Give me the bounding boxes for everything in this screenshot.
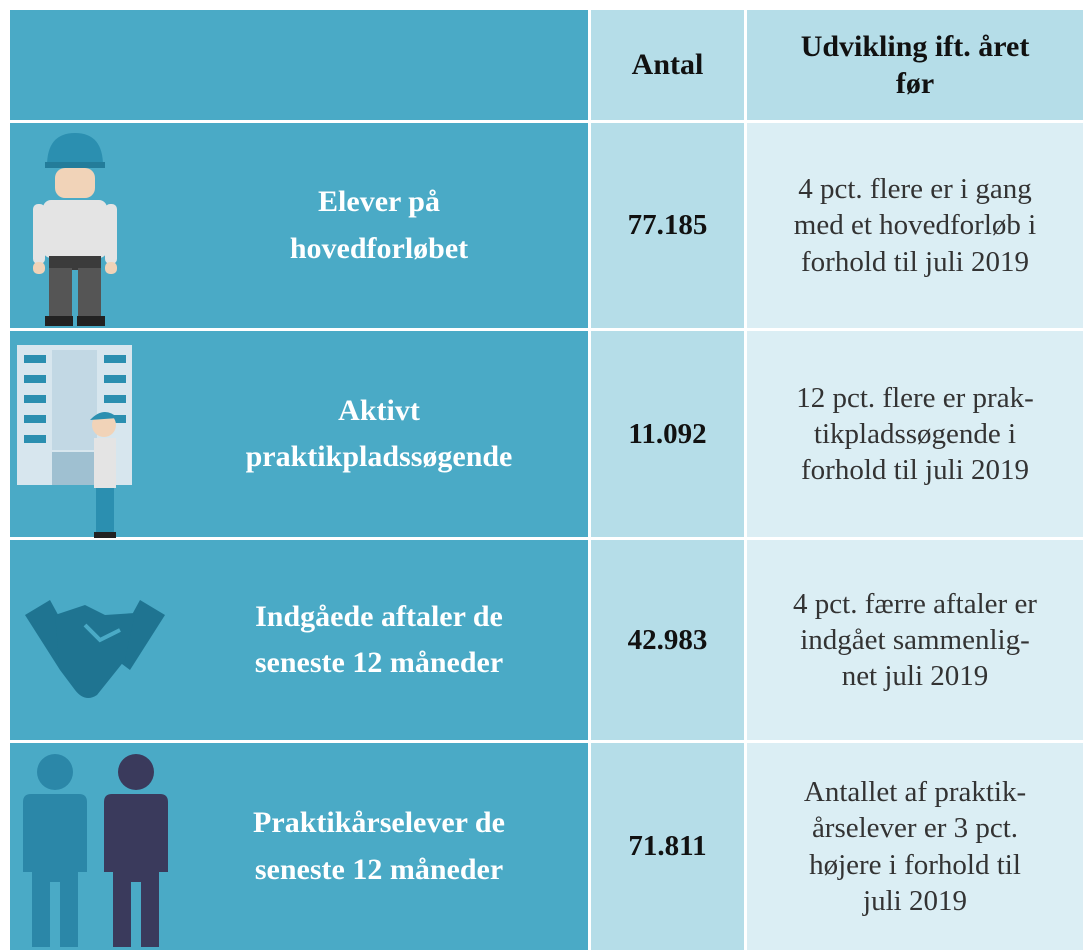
count-cell: 77.185: [591, 123, 744, 328]
row-label: Aktivt: [338, 393, 420, 427]
count-cell: 71.811: [591, 743, 744, 950]
change-text: forhold til juli 2019: [801, 454, 1029, 487]
change-text: tikpladssøgende i: [813, 417, 1017, 450]
header-text: Antal: [631, 48, 704, 82]
row-label: hovedforløbet: [289, 231, 469, 265]
row-label: seneste 12 måneder: [254, 852, 504, 886]
label-cell: Indgåede aftaler de seneste 12 måneder: [10, 540, 588, 740]
change-cell: Antallet af praktik-årselever er 3 pct. h…: [747, 743, 1083, 950]
change-text: juli 2019: [863, 884, 967, 917]
header-cell: Udvikling ift. året før: [747, 10, 1083, 120]
count: 71.811: [628, 830, 707, 862]
change-text: indgået sammenlig-: [800, 623, 1030, 656]
change-cell: 4 pct. færre aftaler er indgået sammenlig…: [747, 540, 1083, 740]
change-text: 4 pct. færre aftaler er: [793, 587, 1037, 620]
row-label: praktikpladssøgende: [245, 440, 513, 473]
count: 42.983: [627, 623, 708, 656]
count: 11.092: [628, 417, 707, 450]
change-cell: 4 pct. flere er i gang med et hovedforløb…: [747, 123, 1083, 328]
count: 77.185: [627, 209, 708, 241]
change-text: årselever er 3 pct.: [811, 812, 1019, 845]
header-cell: Antal: [591, 10, 744, 120]
header-text: før: [895, 67, 935, 100]
change-text: 12 pct. flere er prak-: [796, 381, 1034, 414]
handshake-icon: [25, 600, 165, 699]
building-icon: [17, 345, 132, 538]
row-label: Praktikårselever de: [253, 806, 505, 839]
change-text: 4 pct. flere er i gang: [798, 173, 1032, 206]
row-label: Indgåede aftaler de: [255, 599, 503, 633]
worker-icon: [33, 133, 117, 326]
change-text: net juli 2019: [841, 660, 989, 693]
change-text: Antallet af praktik-: [803, 776, 1027, 808]
header-empty: [10, 10, 588, 120]
people-icon: [23, 754, 168, 947]
count-cell: 11.092: [591, 331, 744, 537]
change-text: med et hovedforløb i: [793, 209, 1037, 242]
change-cell: 12 pct. flere er prak-tikpladssøgende i f…: [747, 331, 1083, 537]
change-text: højere i forhold til: [809, 848, 1021, 881]
row-label: seneste 12 måneder: [254, 646, 504, 679]
header-text: Udvikling ift. året: [800, 29, 1030, 63]
count-cell: 42.983: [591, 540, 744, 740]
change-text: forhold til juli 2019: [801, 245, 1029, 278]
row-label: Elever på: [318, 185, 440, 218]
